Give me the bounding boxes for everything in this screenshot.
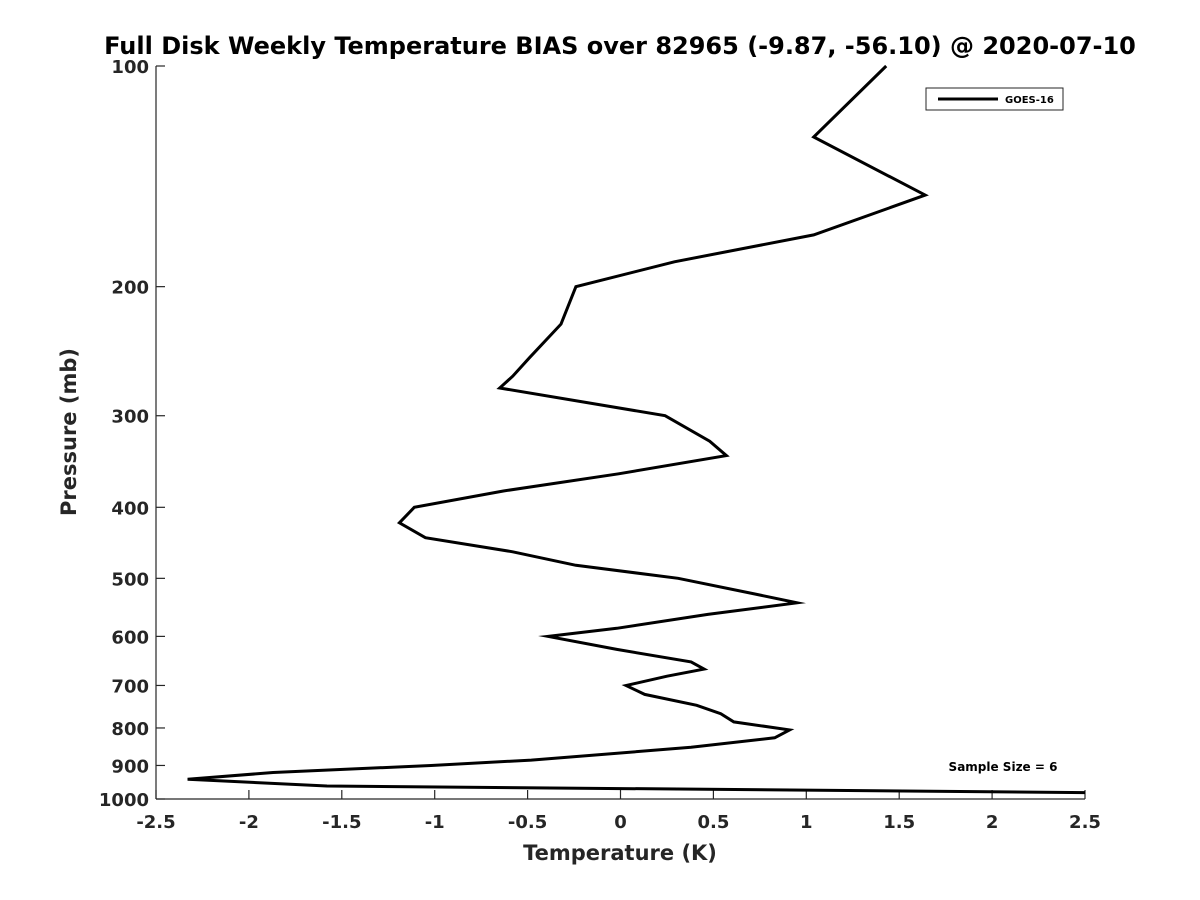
x-tick-label: -1 <box>425 812 445 833</box>
axes <box>155 66 1085 800</box>
y-tick-label: 800 <box>111 719 149 740</box>
y-ticks: 100 200 300 400 500 600 700 800 900 1000 <box>99 57 165 811</box>
x-tick-label: -2.5 <box>136 812 175 833</box>
x-tick-label: 1 <box>800 812 813 833</box>
y-tick-label: 300 <box>111 407 149 428</box>
y-tick-label: 1000 <box>99 790 149 811</box>
y-axis-label: Pressure (mb) <box>57 348 81 516</box>
y-tick-label: 700 <box>111 676 149 697</box>
y-tick-label: 400 <box>111 498 149 519</box>
x-tick-label: 1.5 <box>883 812 915 833</box>
x-tick-label: -1.5 <box>322 812 361 833</box>
series-line-goes-16 <box>187 64 1086 795</box>
y-tick-label: 200 <box>111 278 149 299</box>
x-axis-label: Temperature (K) <box>523 841 717 865</box>
x-tick-label: -2 <box>239 812 259 833</box>
legend: GOES-16 <box>925 87 1064 111</box>
x-tick-label: -0.5 <box>508 812 547 833</box>
chart-title: Full Disk Weekly Temperature BIAS over 8… <box>104 32 1136 60</box>
x-tick-label: 0.5 <box>697 812 729 833</box>
x-ticks: -2.5 -2 -1.5 -1 -0.5 0 0.5 1 1.5 2 2.5 <box>136 790 1101 833</box>
y-tick-label: 900 <box>111 756 149 777</box>
y-tick-label: 100 <box>111 57 149 78</box>
x-tick-label: 0 <box>614 812 627 833</box>
y-tick-label: 600 <box>111 627 149 648</box>
y-tick-label: 500 <box>111 569 149 590</box>
x-tick-label: 2 <box>986 812 999 833</box>
x-tick-label: 2.5 <box>1069 812 1101 833</box>
legend-label: GOES-16 <box>1005 95 1054 106</box>
series-layer <box>187 64 1086 795</box>
sample-size-annotation: Sample Size = 6 <box>949 760 1058 774</box>
